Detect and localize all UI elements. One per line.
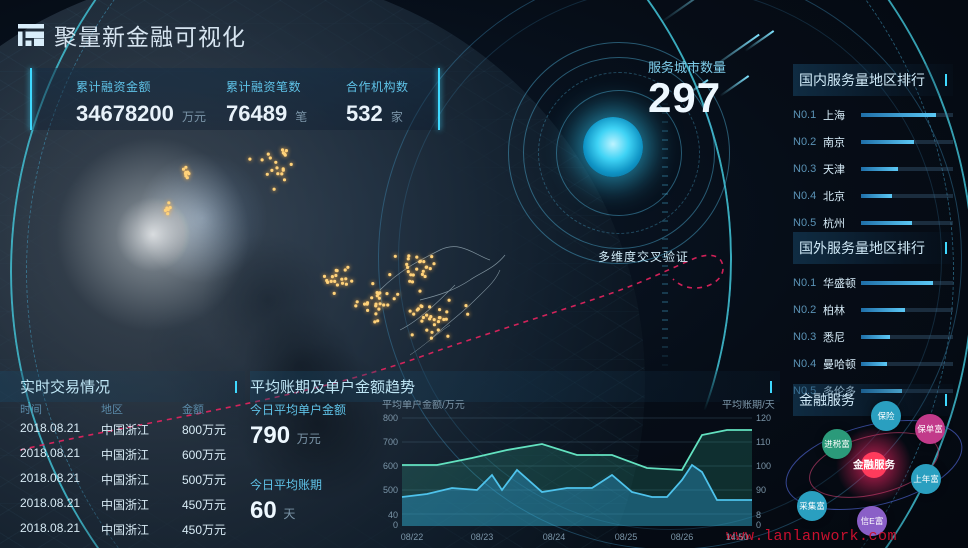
svg-text:08/24: 08/24 bbox=[543, 532, 566, 542]
svg-text:14:50: 14:50 bbox=[726, 532, 749, 542]
svg-text:120: 120 bbox=[756, 413, 771, 423]
svg-text:100: 100 bbox=[756, 461, 771, 471]
svg-text:500: 500 bbox=[383, 485, 398, 495]
svg-text:110: 110 bbox=[756, 437, 770, 447]
svg-text:08/25: 08/25 bbox=[615, 532, 638, 542]
svg-text:平均账期/天: 平均账期/天 bbox=[722, 400, 775, 411]
svg-text:40: 40 bbox=[388, 510, 398, 520]
svg-text:8: 8 bbox=[756, 510, 761, 520]
svg-text:08/26: 08/26 bbox=[671, 532, 694, 542]
svg-text:08/23: 08/23 bbox=[471, 532, 494, 542]
svg-text:08/22: 08/22 bbox=[401, 532, 424, 542]
svg-text:90: 90 bbox=[756, 485, 766, 495]
svg-text:0: 0 bbox=[393, 520, 398, 530]
svg-text:700: 700 bbox=[383, 437, 398, 447]
svg-text:0: 0 bbox=[756, 520, 761, 530]
svg-text:800: 800 bbox=[383, 413, 398, 423]
svg-text:600: 600 bbox=[383, 461, 398, 471]
svg-text:平均单户金额/万元: 平均单户金额/万元 bbox=[382, 400, 465, 411]
